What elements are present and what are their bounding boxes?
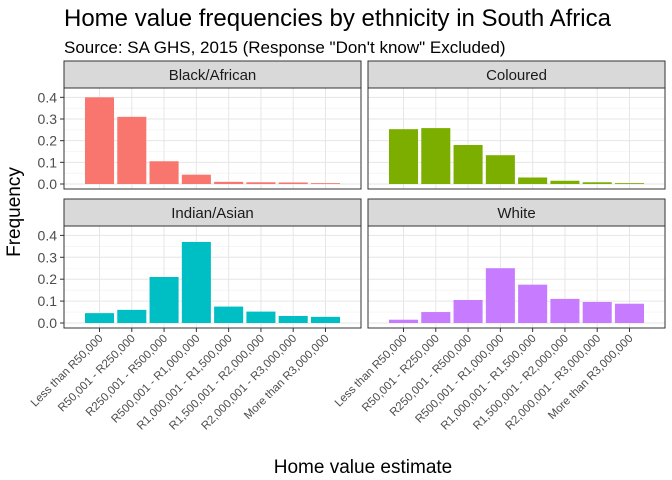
bar-2 (149, 161, 179, 184)
facet-panel-0: Black/African 0.0 0.1 0.2 0.3 0.4 (38, 60, 362, 192)
bar-0 (388, 129, 419, 184)
y-tick-label: 0.0 (38, 176, 58, 192)
bar-7 (614, 183, 645, 184)
facet-strip (63, 198, 362, 227)
y-tick-label: 0.2 (38, 271, 58, 287)
bar-5 (550, 298, 580, 323)
y-tick-label: 0.1 (38, 293, 58, 309)
bar-1 (117, 116, 147, 184)
facet-panels: Black/African 0.0 0.1 0.2 0.3 0.4 Coloured Indi… (29, 60, 666, 432)
facet-strip-label: Indian/Asian (171, 205, 254, 222)
bar-7 (614, 303, 645, 323)
facet-panel-1: Coloured (367, 60, 666, 190)
bar-6 (582, 301, 612, 323)
bar-1 (421, 312, 451, 323)
bar-0 (388, 319, 419, 323)
y-tick-label: 0.0 (38, 315, 58, 331)
chart-title: Home value frequencies by ethnicity in S… (64, 5, 612, 32)
bar-6 (278, 315, 308, 323)
bar-7 (310, 316, 341, 323)
bar-2 (453, 145, 483, 184)
y-tick-label: 0.3 (38, 249, 58, 265)
bar-7 (310, 183, 341, 184)
y-tick-label: 0.4 (38, 227, 58, 243)
bar-4 (214, 181, 244, 184)
bar-4 (518, 177, 548, 184)
bar-3 (181, 174, 211, 184)
bar-6 (278, 182, 308, 184)
bar-3 (485, 268, 515, 323)
bar-3 (485, 155, 515, 184)
bar-5 (246, 311, 276, 323)
facet-strip-label: Black/African (169, 67, 257, 84)
bar-4 (214, 306, 244, 323)
panel-border (367, 87, 666, 190)
facet-strip (367, 198, 666, 227)
y-tick-label: 0.2 (38, 133, 58, 149)
chart-subtitle: Source: SA GHS, 2015 (Response "Don't kn… (64, 38, 506, 57)
bar-4 (518, 284, 548, 323)
x-axis-title: Home value estimate (274, 457, 452, 478)
bar-3 (181, 241, 211, 323)
panel-border (63, 87, 362, 190)
y-tick-label: 0.1 (38, 154, 58, 170)
bar-2 (453, 300, 483, 323)
y-tick-label: 0.4 (38, 89, 58, 105)
y-tick-label: 0.3 (38, 111, 58, 127)
facet-strip-label: White (497, 205, 535, 222)
facet-strip (367, 60, 666, 89)
panel-border (63, 225, 362, 329)
bar-0 (84, 313, 115, 323)
panel-background (64, 226, 361, 328)
bar-0 (84, 97, 115, 184)
bar-1 (421, 128, 451, 184)
bar-1 (117, 309, 147, 323)
bar-5 (246, 182, 276, 184)
bar-5 (550, 180, 580, 184)
bar-2 (149, 277, 179, 323)
y-axis-title: Frequency (4, 167, 25, 257)
facet-strip (63, 60, 362, 89)
bar-6 (582, 182, 612, 184)
panel-border (367, 225, 666, 329)
facet-strip-label: Coloured (486, 67, 547, 84)
